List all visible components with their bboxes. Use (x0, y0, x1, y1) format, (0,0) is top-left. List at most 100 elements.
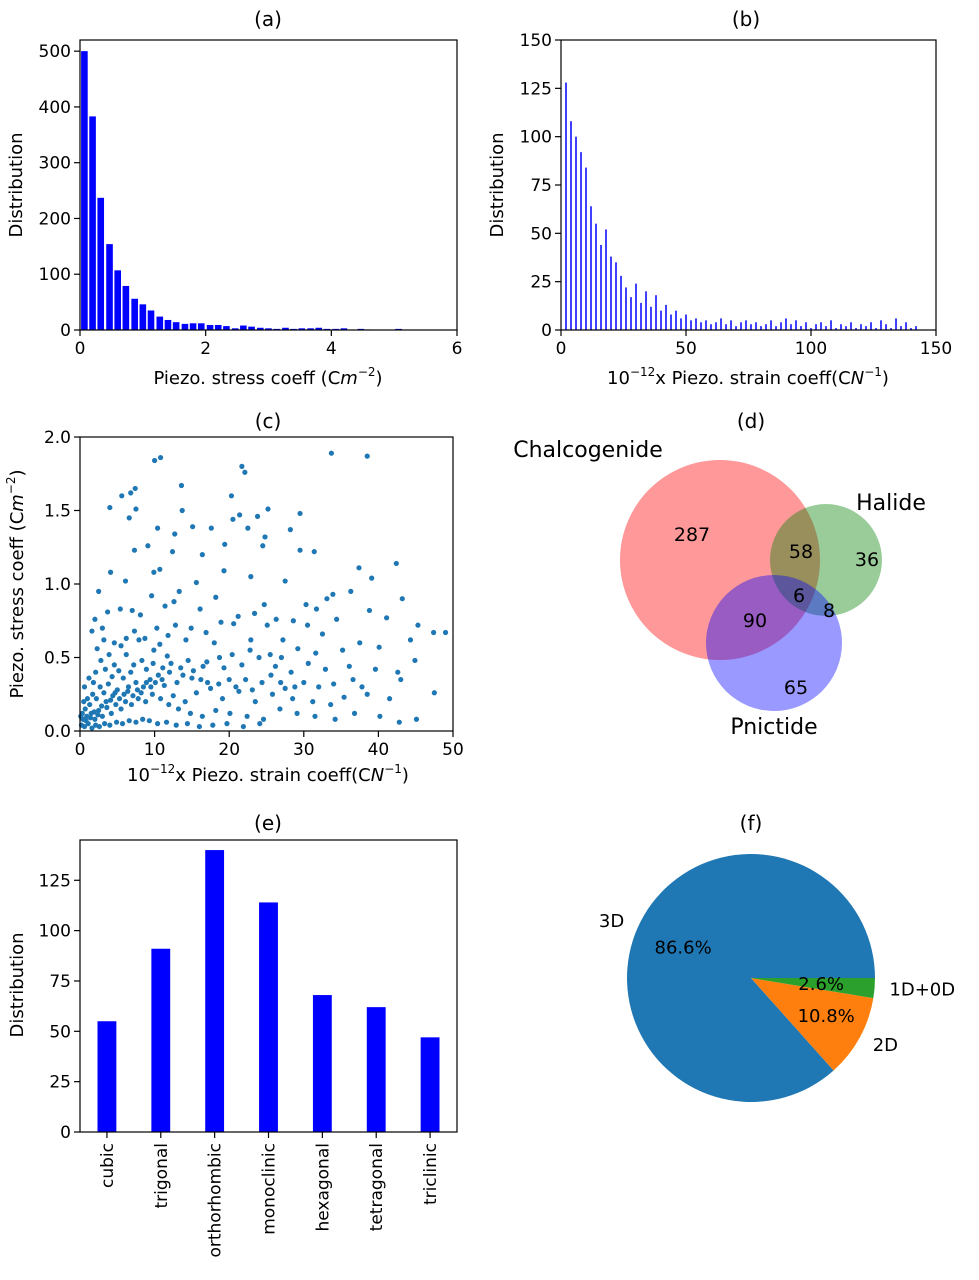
scatter-point (287, 527, 293, 533)
scatter-point (208, 525, 214, 531)
panel-b-axes-frame (560, 39, 937, 331)
y-tick-label: 0 (541, 321, 552, 341)
scatter-point (295, 646, 301, 652)
scatter-point (123, 651, 129, 658)
y-tick-label: 300 (39, 154, 71, 174)
scatter-point (87, 701, 93, 708)
scatter-point (116, 696, 123, 702)
scatter-point (341, 694, 347, 700)
y-tick-label: 1.5 (44, 502, 71, 522)
histogram-bar (780, 322, 782, 330)
histogram-bar (650, 306, 652, 330)
x-tick-label: 20 (218, 740, 240, 760)
scatter-point (151, 647, 157, 653)
scatter-point (242, 469, 248, 475)
x-tick-label: 0 (75, 339, 86, 359)
scatter-point (147, 676, 153, 683)
scatter-point (140, 716, 146, 722)
venn-count-halide-only: 36 (855, 549, 879, 571)
scatter-point (81, 699, 87, 705)
bar-triclinic (420, 1037, 440, 1132)
scatter-point (157, 696, 164, 702)
scatter-point (222, 541, 228, 547)
histogram-bar (825, 326, 827, 330)
scatter-point (176, 588, 182, 594)
venn-count-chalc-pnictide: 90 (743, 610, 767, 632)
histogram-bar (580, 152, 582, 330)
scatter-point (169, 549, 176, 555)
scatter-point (89, 725, 95, 731)
histogram-bar (600, 244, 602, 330)
histogram-bar (585, 167, 587, 330)
panel-b-y-ticks: 0 25 50 75 100 125 150 (520, 31, 561, 341)
scatter-point (346, 663, 352, 669)
scatter-point (145, 543, 151, 549)
scatter-point (328, 450, 335, 456)
scatter-point (190, 524, 196, 530)
histogram-bar (870, 322, 872, 330)
histogram-bar (565, 82, 567, 331)
scatter-point (256, 654, 262, 661)
scatter-point (143, 679, 149, 686)
scatter-point (328, 701, 334, 708)
scatter-point (319, 631, 326, 637)
scatter-point (93, 669, 99, 675)
histogram-bar (760, 326, 762, 330)
scatter-point (245, 525, 251, 531)
scatter-point (251, 610, 258, 617)
x-tick-label-orthorhombic: orthorhombic (206, 1143, 226, 1258)
scatter-point (90, 691, 96, 697)
panel-e-x-ticks: cubic trigonal orthorhombic monoclinic hexag… (98, 1132, 441, 1258)
scatter-point (117, 606, 123, 612)
scatter-point (272, 663, 279, 669)
scatter-point (252, 699, 258, 705)
scatter-point (178, 665, 184, 671)
scatter-point (213, 594, 219, 600)
x-tick-label-trigonal: trigonal (152, 1143, 172, 1209)
scatter-point (204, 679, 211, 686)
venn-label-pnictide: Pnictide (730, 715, 817, 740)
pie-label-1D+0D: 1D+0D (889, 979, 955, 1000)
histogram-bar (248, 326, 255, 330)
scatter-point (237, 512, 243, 518)
y-tick-label: 0.5 (44, 649, 71, 669)
y-tick-label: 50 (530, 224, 552, 244)
scatter-point (244, 713, 250, 719)
bar-trigonal (151, 948, 171, 1132)
venn-count-halide-pnictide: 8 (823, 600, 835, 622)
scatter-point (288, 669, 294, 675)
pie-pct-3D: 86.6% (655, 938, 712, 959)
histogram-bar (850, 322, 852, 330)
scatter-point (199, 713, 205, 719)
scatter-point (157, 454, 164, 461)
scatter-point (277, 706, 283, 712)
x-tick-label: 150 (920, 339, 952, 359)
venn-circle-chalcogenide (620, 460, 820, 660)
scatter-point (165, 632, 171, 639)
venn-count-chalcogenide-only: 287 (674, 524, 710, 546)
scatter-point (175, 706, 182, 712)
scatter-point (211, 640, 217, 646)
scatter-point (198, 676, 204, 683)
scatter-point (162, 603, 168, 609)
x-tick-label-triclinic: triclinic (421, 1143, 441, 1205)
scatter-point (399, 596, 405, 602)
scatter-point (130, 693, 136, 699)
histogram-bar (164, 319, 172, 330)
panel-e-bars (97, 850, 440, 1132)
histogram-bar (630, 297, 632, 330)
scatter-point (282, 685, 288, 691)
y-tick-label: 500 (39, 42, 71, 62)
scatter-point (193, 690, 199, 696)
venn-count-chalc-halide: 58 (789, 541, 813, 563)
histogram-bar (695, 318, 697, 330)
scatter-point (92, 616, 98, 622)
scatter-point (166, 669, 173, 675)
scatter-point (99, 703, 105, 709)
venn-label-chalcogenide: Chalcogenide (513, 438, 663, 463)
scatter-point (157, 566, 163, 572)
scatter-point (239, 662, 245, 668)
x-tick-label: 10 (144, 740, 166, 760)
scatter-point (359, 684, 365, 690)
